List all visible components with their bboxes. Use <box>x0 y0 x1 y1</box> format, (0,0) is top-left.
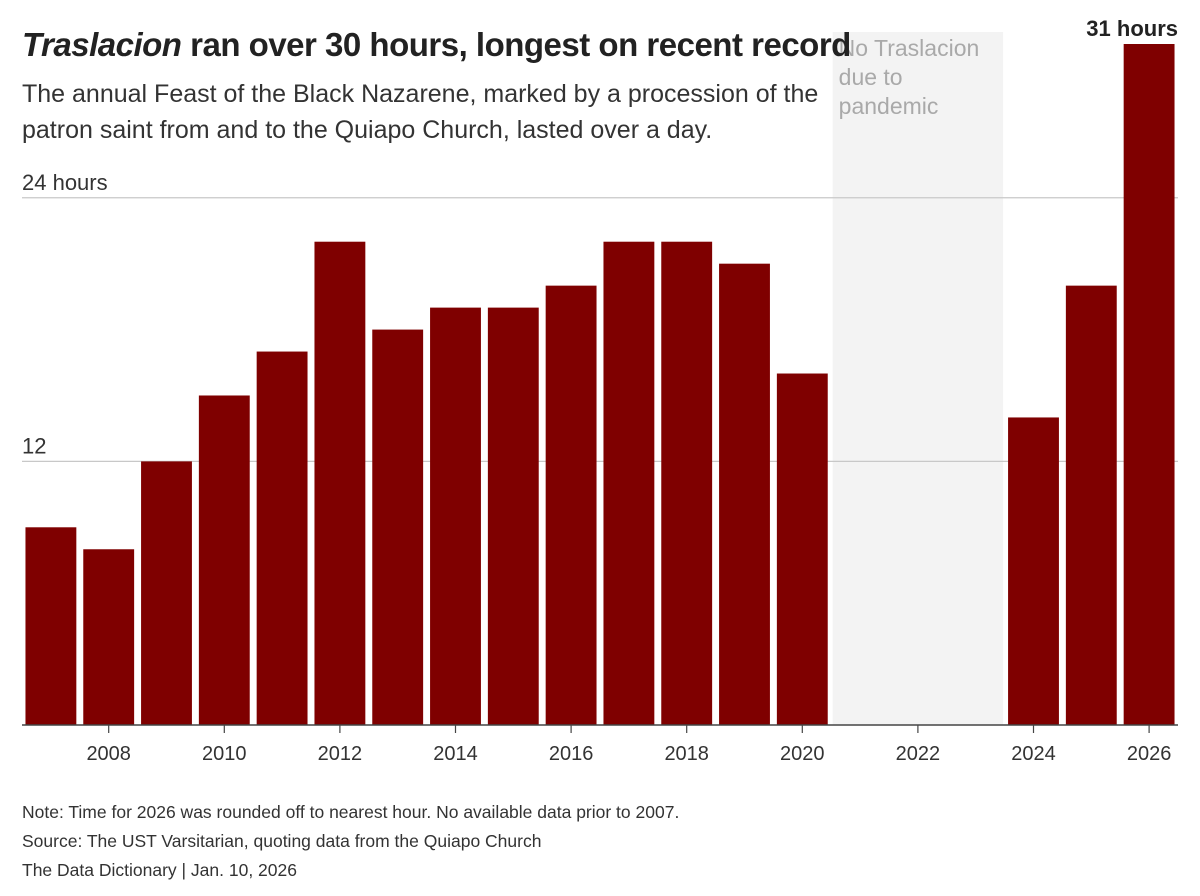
x-tick-label: 2014 <box>433 743 478 765</box>
x-tick-label: 2022 <box>896 743 941 765</box>
bars <box>25 44 1175 726</box>
bar-2007 <box>25 527 77 725</box>
bar-2026 <box>1123 44 1175 725</box>
note-text: Note: Time for 2026 was rounded off to n… <box>22 802 680 822</box>
pandemic-label-line: No Traslacion <box>839 35 980 61</box>
x-tick-label: 2010 <box>202 743 247 765</box>
bar-2018 <box>661 241 713 726</box>
bar-2010 <box>198 395 250 725</box>
bar-2014 <box>430 307 481 725</box>
bar-2016 <box>545 285 597 725</box>
gridline-label: 12 <box>22 433 46 458</box>
x-tick-label: 2016 <box>549 743 594 765</box>
x-tick-label: 2024 <box>1011 743 1056 765</box>
bar-2013 <box>372 329 424 725</box>
x-tick-label: 2018 <box>664 743 709 765</box>
x-tick-label: 2026 <box>1127 743 1172 765</box>
pandemic-label-line: due to <box>839 64 903 90</box>
x-tick-label: 2012 <box>318 743 363 765</box>
footnotes: Note: Time for 2026 was rounded off to n… <box>22 798 679 885</box>
source-text: Source: The UST Varsitarian, quoting dat… <box>22 831 542 851</box>
chart-title-rest: ran over 30 hours, longest on recent rec… <box>181 26 851 63</box>
bar-2017 <box>603 241 655 726</box>
chart-subtitle: The annual Feast of the Black Nazarene, … <box>22 80 819 144</box>
bar-2019 <box>719 263 770 725</box>
x-tick-label: 2020 <box>780 743 825 765</box>
bar-2024 <box>1008 417 1059 725</box>
x-axis: 2008 2010 2012 2014 2016 2018 2020 2022 2024 2026 <box>22 724 1178 765</box>
bar-2015 <box>487 307 539 725</box>
chart-labels: 31 hours <box>1086 16 1178 41</box>
gridlines: 24 hours 12 <box>22 170 1178 462</box>
bar-2012 <box>314 241 366 726</box>
credit-text: The Data Dictionary | Jan. 10, 2026 <box>22 860 297 880</box>
pandemic-shade-rect <box>832 32 1004 725</box>
pandemic-shaded-region: No Traslacion due to pandemic <box>832 32 1004 725</box>
bar-2011 <box>256 351 308 725</box>
bar-2009 <box>141 461 192 725</box>
bar-2008 <box>83 549 135 725</box>
bar-2025 <box>1065 285 1117 725</box>
gridline-label: 24 hours <box>22 170 108 195</box>
data-label-2026: 31 hours <box>1086 16 1178 41</box>
chart-title-italic: Traslacion <box>22 26 182 63</box>
bar-2020 <box>776 373 828 725</box>
x-tick-label: 2008 <box>86 743 131 765</box>
chart-title: Traslacion ran over 30 hours, longest on… <box>22 26 851 64</box>
pandemic-label-line: pandemic <box>839 93 939 119</box>
